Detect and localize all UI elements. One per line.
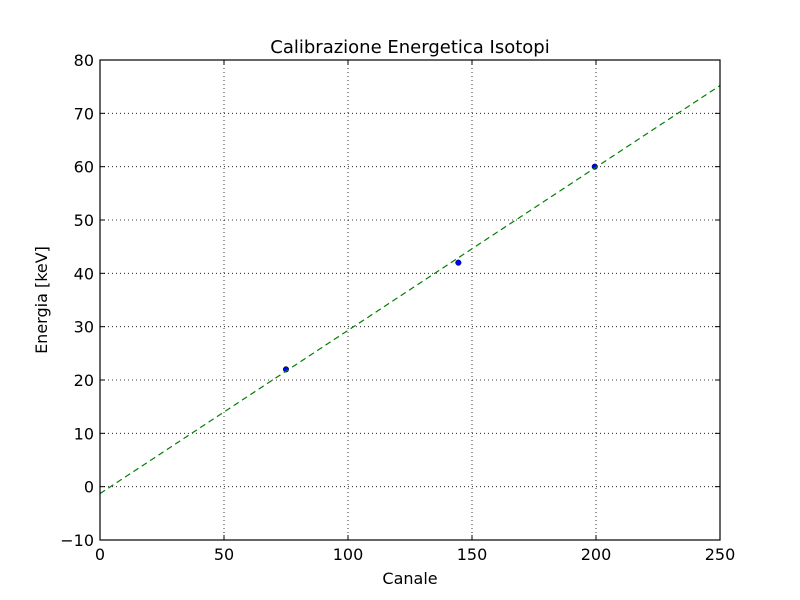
y-tick-label: 50 [74, 211, 94, 230]
x-axis-label: Canale [382, 569, 437, 588]
y-tick-label: −10 [60, 531, 94, 550]
series-layer [100, 85, 720, 495]
y-tick-label: 80 [74, 51, 94, 70]
ticks [99, 59, 721, 541]
y-tick-label: 20 [74, 371, 94, 390]
plot-frame [99, 59, 721, 541]
y-tick-label: 70 [74, 104, 94, 123]
x-tick-label: 50 [214, 545, 234, 564]
plot-background [100, 60, 720, 540]
x-tick-label: 100 [333, 545, 364, 564]
y-axis-label: Energia [keV] [32, 246, 51, 354]
fit-line [100, 85, 720, 495]
grid [100, 60, 720, 540]
x-tick-label: 200 [581, 545, 612, 564]
y-tick-label: 10 [74, 424, 94, 443]
y-tick-label: 30 [74, 318, 94, 337]
y-tick-label: 60 [74, 158, 94, 177]
chart-title: Calibrazione Energetica Isotopi [270, 37, 549, 58]
x-tick-label: 0 [95, 545, 105, 564]
y-tick-label: 40 [74, 264, 94, 283]
data-point [455, 259, 462, 266]
x-tick-label: 250 [705, 545, 736, 564]
x-tick-label: 150 [457, 545, 488, 564]
y-tick-label: 0 [84, 478, 94, 497]
